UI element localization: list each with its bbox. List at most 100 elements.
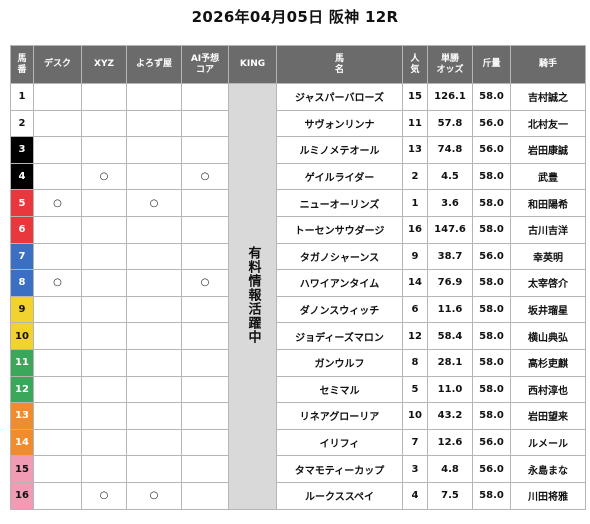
popularity: 4 — [402, 481, 428, 510]
weight: 58.0 — [472, 295, 511, 324]
horse-name: サヴォンリンナ — [276, 109, 403, 138]
ai-mark: ○ — [181, 269, 229, 297]
ai-mark — [181, 375, 229, 404]
horse-number: 5 — [10, 189, 34, 217]
xyz-mark — [81, 455, 127, 483]
jockey-name: 幸英明 — [510, 242, 586, 271]
table-row: 8 ○ ○ ハワイアンタイム 14 76.9 58.0 太宰啓介 — [10, 269, 586, 297]
ai-mark — [181, 136, 229, 164]
yorozu-mark — [126, 83, 182, 111]
horse-name: タガノシャーンス — [276, 242, 403, 271]
table-row: 11 ガンウルフ 8 28.1 58.0 高杉吏麒 — [10, 348, 586, 377]
jockey-name: 岩田康誠 — [510, 136, 586, 164]
horse-number: 7 — [10, 242, 34, 271]
xyz-mark — [81, 83, 127, 111]
weight: 58.0 — [472, 162, 511, 191]
header-ai: AI予想 コア — [181, 45, 229, 84]
horse-number: 10 — [10, 322, 34, 350]
table-row: 13 リネアグローリア 10 43.2 58.0 岩田望来 — [10, 402, 586, 430]
desk-mark — [33, 348, 82, 377]
jockey-name: 高杉吏麒 — [510, 348, 586, 377]
popularity: 2 — [402, 162, 428, 191]
popularity: 10 — [402, 402, 428, 430]
yorozu-mark — [126, 162, 182, 191]
odds: 57.8 — [427, 109, 473, 138]
weight: 58.0 — [472, 375, 511, 404]
ai-mark — [181, 189, 229, 217]
jockey-name: ルメール — [510, 428, 586, 457]
table-row: 7 タガノシャーンス 9 38.7 56.0 幸英明 — [10, 242, 586, 271]
yorozu-mark — [126, 402, 182, 430]
table-row: 10 ジョディーズマロン 12 58.4 58.0 横山典弘 — [10, 322, 586, 350]
table-row: 2 サヴォンリンナ 11 57.8 56.0 北村友一 — [10, 109, 586, 138]
horse-name: トーセンサウダージ — [276, 215, 403, 244]
yorozu-mark — [126, 295, 182, 324]
odds: 12.6 — [427, 428, 473, 457]
xyz-mark: ○ — [81, 481, 127, 510]
table-row: 15 タマモティーカップ 3 4.8 56.0 永島まな — [10, 455, 586, 483]
desk-mark — [33, 295, 82, 324]
desk-mark — [33, 136, 82, 164]
popularity: 3 — [402, 455, 428, 483]
xyz-mark — [81, 348, 127, 377]
horse-number: 3 — [10, 136, 34, 164]
popularity: 15 — [402, 83, 428, 111]
weight: 58.0 — [472, 189, 511, 217]
horse-name: ジョディーズマロン — [276, 322, 403, 350]
jockey-name: 坂井瑠星 — [510, 295, 586, 324]
horse-name: ハワイアンタイム — [276, 269, 403, 297]
odds: 76.9 — [427, 269, 473, 297]
jockey-name: 古川吉洋 — [510, 215, 586, 244]
desk-mark — [33, 83, 82, 111]
horse-name: ジャスパーバローズ — [276, 83, 403, 111]
desk-mark — [33, 322, 82, 350]
header-row: 馬番 デスク XYZ よろず屋 AI予想 コア KING 馬名 人気 単勝 オッズ … — [10, 45, 586, 84]
table-row: 6 トーセンサウダージ 16 147.6 58.0 古川吉洋 — [10, 215, 586, 244]
weight: 58.0 — [472, 83, 511, 111]
header-jockey: 騎手 — [510, 45, 586, 84]
header-horse: 馬名 — [276, 45, 403, 84]
ai-mark — [181, 348, 229, 377]
ai-mark — [181, 428, 229, 457]
popularity: 16 — [402, 215, 428, 244]
xyz-mark — [81, 428, 127, 457]
desk-mark — [33, 481, 82, 510]
xyz-mark — [81, 242, 127, 271]
weight: 58.0 — [472, 322, 511, 350]
xyz-mark — [81, 375, 127, 404]
popularity: 9 — [402, 242, 428, 271]
weight: 56.0 — [472, 242, 511, 271]
ai-mark — [181, 215, 229, 244]
xyz-mark: ○ — [81, 162, 127, 191]
desk-mark — [33, 428, 82, 457]
popularity: 7 — [402, 428, 428, 457]
desk-mark — [33, 455, 82, 483]
ai-mark — [181, 322, 229, 350]
weight: 56.0 — [472, 109, 511, 138]
desk-mark — [33, 375, 82, 404]
xyz-mark — [81, 402, 127, 430]
yorozu-mark: ○ — [126, 189, 182, 217]
weight: 58.0 — [472, 481, 511, 510]
xyz-mark — [81, 269, 127, 297]
yorozu-mark — [126, 136, 182, 164]
horse-name: リネアグローリア — [276, 402, 403, 430]
table-row: 9 ダノンスウィッチ 6 11.6 58.0 坂井瑠星 — [10, 295, 586, 324]
horse-number: 12 — [10, 375, 34, 404]
ai-mark — [181, 109, 229, 138]
ai-mark — [181, 455, 229, 483]
race-table: 馬番 デスク XYZ よろず屋 AI予想 コア KING 馬名 人気 単勝 オッズ … — [10, 45, 586, 510]
popularity: 14 — [402, 269, 428, 297]
odds: 3.6 — [427, 189, 473, 217]
header-num: 馬番 — [10, 45, 34, 84]
ai-mark: ○ — [181, 162, 229, 191]
horse-number: 15 — [10, 455, 34, 483]
race-body: 1 有料情報活躍中 ジャスパーバローズ 15 126.1 58.0 吉村誠之 2 サヴォンリンナ… — [10, 83, 586, 510]
popularity: 8 — [402, 348, 428, 377]
odds: 58.4 — [427, 322, 473, 350]
odds: 74.8 — [427, 136, 473, 164]
weight: 58.0 — [472, 348, 511, 377]
yorozu-mark — [126, 428, 182, 457]
weight: 56.0 — [472, 136, 511, 164]
yorozu-mark — [126, 375, 182, 404]
